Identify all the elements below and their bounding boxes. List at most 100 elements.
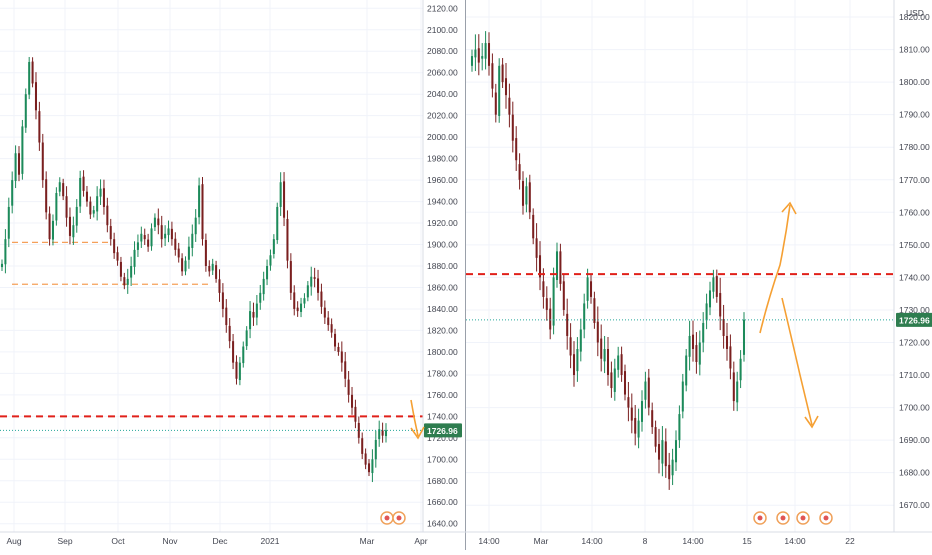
candle-body[interactable] <box>542 281 545 297</box>
candle-body[interactable] <box>586 277 589 301</box>
candle-body[interactable] <box>334 333 337 347</box>
candle-body[interactable] <box>153 217 156 228</box>
candle-body[interactable] <box>698 342 701 365</box>
candle-body[interactable] <box>725 335 729 349</box>
candle-body[interactable] <box>384 430 388 437</box>
candle-body[interactable] <box>630 407 633 421</box>
candle-body[interactable] <box>215 265 218 279</box>
candle-body[interactable] <box>109 226 112 240</box>
candle-body[interactable] <box>296 307 299 312</box>
candle-body[interactable] <box>17 153 21 175</box>
candle-body[interactable] <box>589 281 593 297</box>
candle-body[interactable] <box>620 354 623 376</box>
candle-body[interactable] <box>681 381 684 412</box>
candle-body[interactable] <box>41 142 44 181</box>
candle-body[interactable] <box>317 278 320 293</box>
candle-body[interactable] <box>661 440 664 464</box>
candle-body[interactable] <box>668 464 671 480</box>
candle-body[interactable] <box>187 246 190 260</box>
candle-body[interactable] <box>583 303 586 330</box>
candle-body[interactable] <box>330 324 333 333</box>
candle-body[interactable] <box>184 260 187 272</box>
candle-body[interactable] <box>55 192 58 221</box>
candle-body[interactable] <box>357 422 360 438</box>
candle-body[interactable] <box>51 220 54 240</box>
candle-body[interactable] <box>150 228 153 247</box>
candle-body[interactable] <box>130 266 133 278</box>
candle-body[interactable] <box>167 228 170 236</box>
candle-body[interactable] <box>671 459 674 476</box>
candle-body[interactable] <box>303 298 306 304</box>
candle-body[interactable] <box>702 322 705 343</box>
candle-body[interactable] <box>45 179 48 213</box>
candle-body[interactable] <box>627 397 630 408</box>
candle-body[interactable] <box>596 321 599 343</box>
candle-body[interactable] <box>644 381 647 400</box>
candle-body[interactable] <box>719 293 722 317</box>
candle-body[interactable] <box>211 263 214 271</box>
candle-body[interactable] <box>252 311 255 318</box>
candle-body[interactable] <box>354 406 357 422</box>
candle-body[interactable] <box>708 290 712 308</box>
right-chart-panel[interactable]: 1670.00 1680.00 1690.00 1700.00 1710.00 1720.… <box>466 0 932 546</box>
candle-body[interactable] <box>722 319 725 336</box>
candle-body[interactable] <box>293 292 296 309</box>
candle-body[interactable] <box>62 183 65 197</box>
candle-body[interactable] <box>657 444 661 460</box>
candle-body[interactable] <box>68 216 71 236</box>
candle-body[interactable] <box>518 164 521 180</box>
candle-body[interactable] <box>477 48 480 63</box>
candle-body[interactable] <box>116 252 119 261</box>
candle-body[interactable] <box>498 65 501 116</box>
candle-body[interactable] <box>327 317 330 326</box>
candle-body[interactable] <box>559 251 562 284</box>
candle-body[interactable] <box>515 138 518 161</box>
candle-body[interactable] <box>678 414 681 441</box>
candle-body[interactable] <box>306 285 309 298</box>
candle-body[interactable] <box>289 261 292 293</box>
candle-body[interactable] <box>28 61 31 95</box>
candle-body[interactable] <box>123 277 126 286</box>
candle-body[interactable] <box>320 291 323 307</box>
candle-body[interactable] <box>204 240 207 266</box>
candle-body[interactable] <box>742 319 746 355</box>
candle-body[interactable] <box>613 368 616 392</box>
candle-body[interactable] <box>501 64 504 83</box>
candle-body[interactable] <box>525 186 528 205</box>
candle-body[interactable] <box>374 439 377 460</box>
candle-body[interactable] <box>323 307 326 318</box>
candle-body[interactable] <box>545 298 548 310</box>
candle-body[interactable] <box>664 441 667 467</box>
candle-body[interactable] <box>712 277 715 292</box>
candle-body[interactable] <box>24 94 27 128</box>
candle-body[interactable] <box>651 410 654 428</box>
candle-body[interactable] <box>119 261 122 277</box>
candle-body[interactable] <box>532 214 535 239</box>
candle-body[interactable] <box>576 348 579 372</box>
candle-body[interactable] <box>535 238 538 258</box>
candle-body[interactable] <box>381 430 384 436</box>
left-chart-panel[interactable]: 1640.00 1660.00 1680.00 1700.00 1720.00 1740.… <box>0 0 462 546</box>
candle-body[interactable] <box>481 56 484 59</box>
candle-body[interactable] <box>48 213 51 240</box>
candle-body[interactable] <box>160 225 163 240</box>
candle-body[interactable] <box>4 239 7 265</box>
candle-body[interactable] <box>579 329 582 352</box>
candle-body[interactable] <box>528 182 531 213</box>
candle-body[interactable] <box>228 325 231 342</box>
candle-body[interactable] <box>552 277 555 326</box>
candle-body[interactable] <box>286 218 289 261</box>
candle-body[interactable] <box>198 185 201 218</box>
candle-body[interactable] <box>218 279 221 293</box>
candle-body[interactable] <box>691 334 695 349</box>
candle-body[interactable] <box>647 377 650 408</box>
candle-body[interactable] <box>181 258 184 272</box>
candle-body[interactable] <box>157 218 160 226</box>
candle-body[interactable] <box>685 355 688 386</box>
candle-body[interactable] <box>617 355 620 370</box>
candle-body[interactable] <box>113 239 116 254</box>
candle-body[interactable] <box>688 335 691 357</box>
candle-body[interactable] <box>566 313 569 336</box>
candle-body[interactable] <box>508 97 511 115</box>
candle-body[interactable] <box>504 78 508 96</box>
